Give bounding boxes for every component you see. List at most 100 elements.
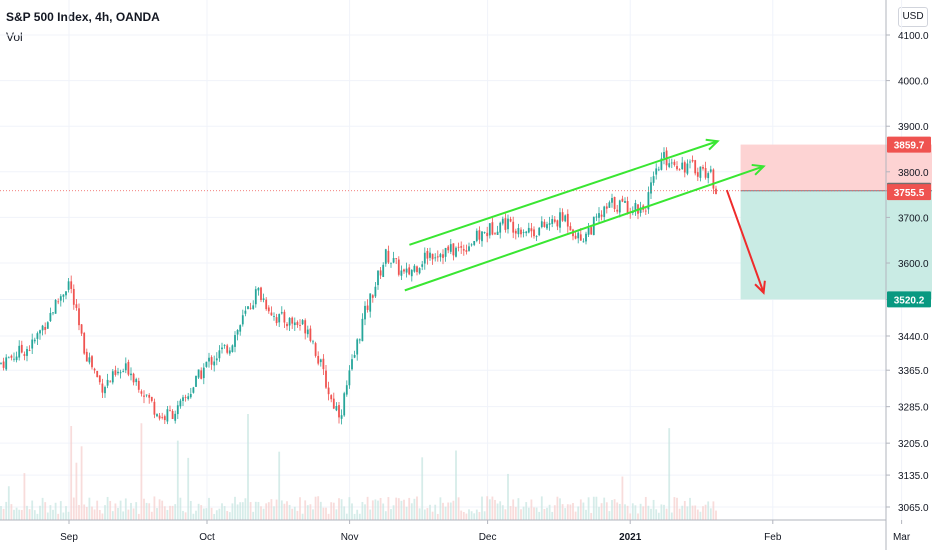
candle-body (252, 305, 255, 309)
candle-body (182, 397, 184, 401)
volume-bar (504, 509, 507, 520)
candle-body (475, 230, 478, 241)
forecast-arrow (725, 189, 765, 293)
candle-body (46, 322, 49, 329)
volume-bar (270, 499, 273, 520)
volume-bar (624, 504, 626, 520)
price-badge-label: 3859.7 (894, 141, 925, 152)
candle-body (36, 333, 39, 339)
volume-bar (351, 503, 353, 520)
candle-body (10, 355, 13, 358)
volume-bar (319, 501, 322, 520)
volume-bar (618, 503, 621, 520)
volume-bar (114, 503, 117, 520)
volume-bar (676, 497, 678, 520)
candle-body (491, 222, 494, 235)
volume-bar (26, 505, 28, 520)
currency-button[interactable]: USD (898, 7, 928, 27)
candle-body (564, 215, 567, 222)
candle-body (304, 320, 307, 334)
volume-bar (442, 502, 444, 520)
volume-bar (379, 497, 382, 520)
volume-bar (221, 503, 223, 520)
candle-body (33, 339, 36, 342)
volume-bar (371, 500, 374, 520)
candle-body (366, 305, 369, 310)
candle-body (319, 359, 322, 363)
candle-body (590, 227, 593, 235)
candle-body (556, 220, 559, 227)
volume-bar (527, 507, 530, 520)
candle-body (416, 266, 418, 273)
volume-bar (182, 510, 184, 520)
candle-body (332, 398, 335, 409)
volume-bar (689, 497, 691, 520)
candle-body (179, 400, 182, 407)
candle-body (187, 396, 190, 400)
candle-body (239, 325, 242, 332)
x-tick-label: Feb (764, 532, 782, 543)
volume-bar (215, 510, 218, 520)
candle-body (200, 370, 203, 379)
candle-body (62, 294, 65, 297)
candle-body (353, 355, 356, 358)
volume-bar (96, 500, 99, 520)
candle-body (148, 395, 151, 398)
x-tick-label: Dec (479, 532, 497, 543)
candle-body (327, 387, 330, 395)
volume-bar (468, 509, 470, 520)
volume-label: Vol (6, 30, 23, 44)
volume-bar (265, 503, 268, 520)
volume-bar (608, 511, 611, 520)
volume-bar (457, 497, 460, 520)
volume-bar (683, 500, 686, 520)
volume-bar (314, 496, 317, 520)
candle-body (460, 246, 463, 248)
volume-bar (384, 511, 387, 520)
volume-bar (426, 508, 429, 520)
candle-body (694, 160, 697, 174)
y-tick-label: 4000.0 (898, 77, 929, 88)
candle-body (574, 235, 577, 239)
volume-bar (80, 446, 83, 520)
volume-bar (522, 506, 525, 520)
candle-body (52, 312, 54, 314)
candle-body (249, 307, 252, 309)
volume-bar (418, 508, 421, 520)
candle-body (335, 406, 338, 411)
volume-bar (353, 513, 356, 520)
volume-bar (429, 504, 431, 520)
candle-body (408, 267, 411, 275)
volume-bar (148, 503, 151, 520)
volume-bar (124, 498, 127, 520)
candle-body (546, 224, 548, 229)
candle-body (306, 329, 309, 335)
candle-body (618, 200, 621, 213)
candle-body (621, 198, 624, 202)
volume-bar (517, 498, 520, 520)
candle-body (543, 221, 546, 227)
candle-body (382, 264, 385, 277)
volume-bar (595, 496, 598, 520)
candle-body (709, 169, 712, 172)
candle-body (634, 202, 637, 211)
candle-body (228, 350, 231, 354)
candle-body (405, 268, 408, 273)
candle-body (101, 383, 104, 393)
volume-bar (530, 499, 533, 520)
candle-body (210, 357, 213, 365)
volume-bar (587, 497, 590, 520)
volume-bar (660, 504, 663, 520)
volume-bar (356, 509, 359, 520)
volume-bar (5, 501, 8, 520)
candle-body (140, 391, 143, 394)
volume-bar (213, 513, 216, 520)
volume-bar (52, 509, 54, 520)
volume-bar (447, 502, 450, 520)
candle-body (169, 410, 171, 412)
take-profit-zone (740, 190, 932, 300)
volume-bar (338, 498, 340, 520)
candle-body (270, 312, 273, 316)
volume-bar (566, 504, 569, 520)
